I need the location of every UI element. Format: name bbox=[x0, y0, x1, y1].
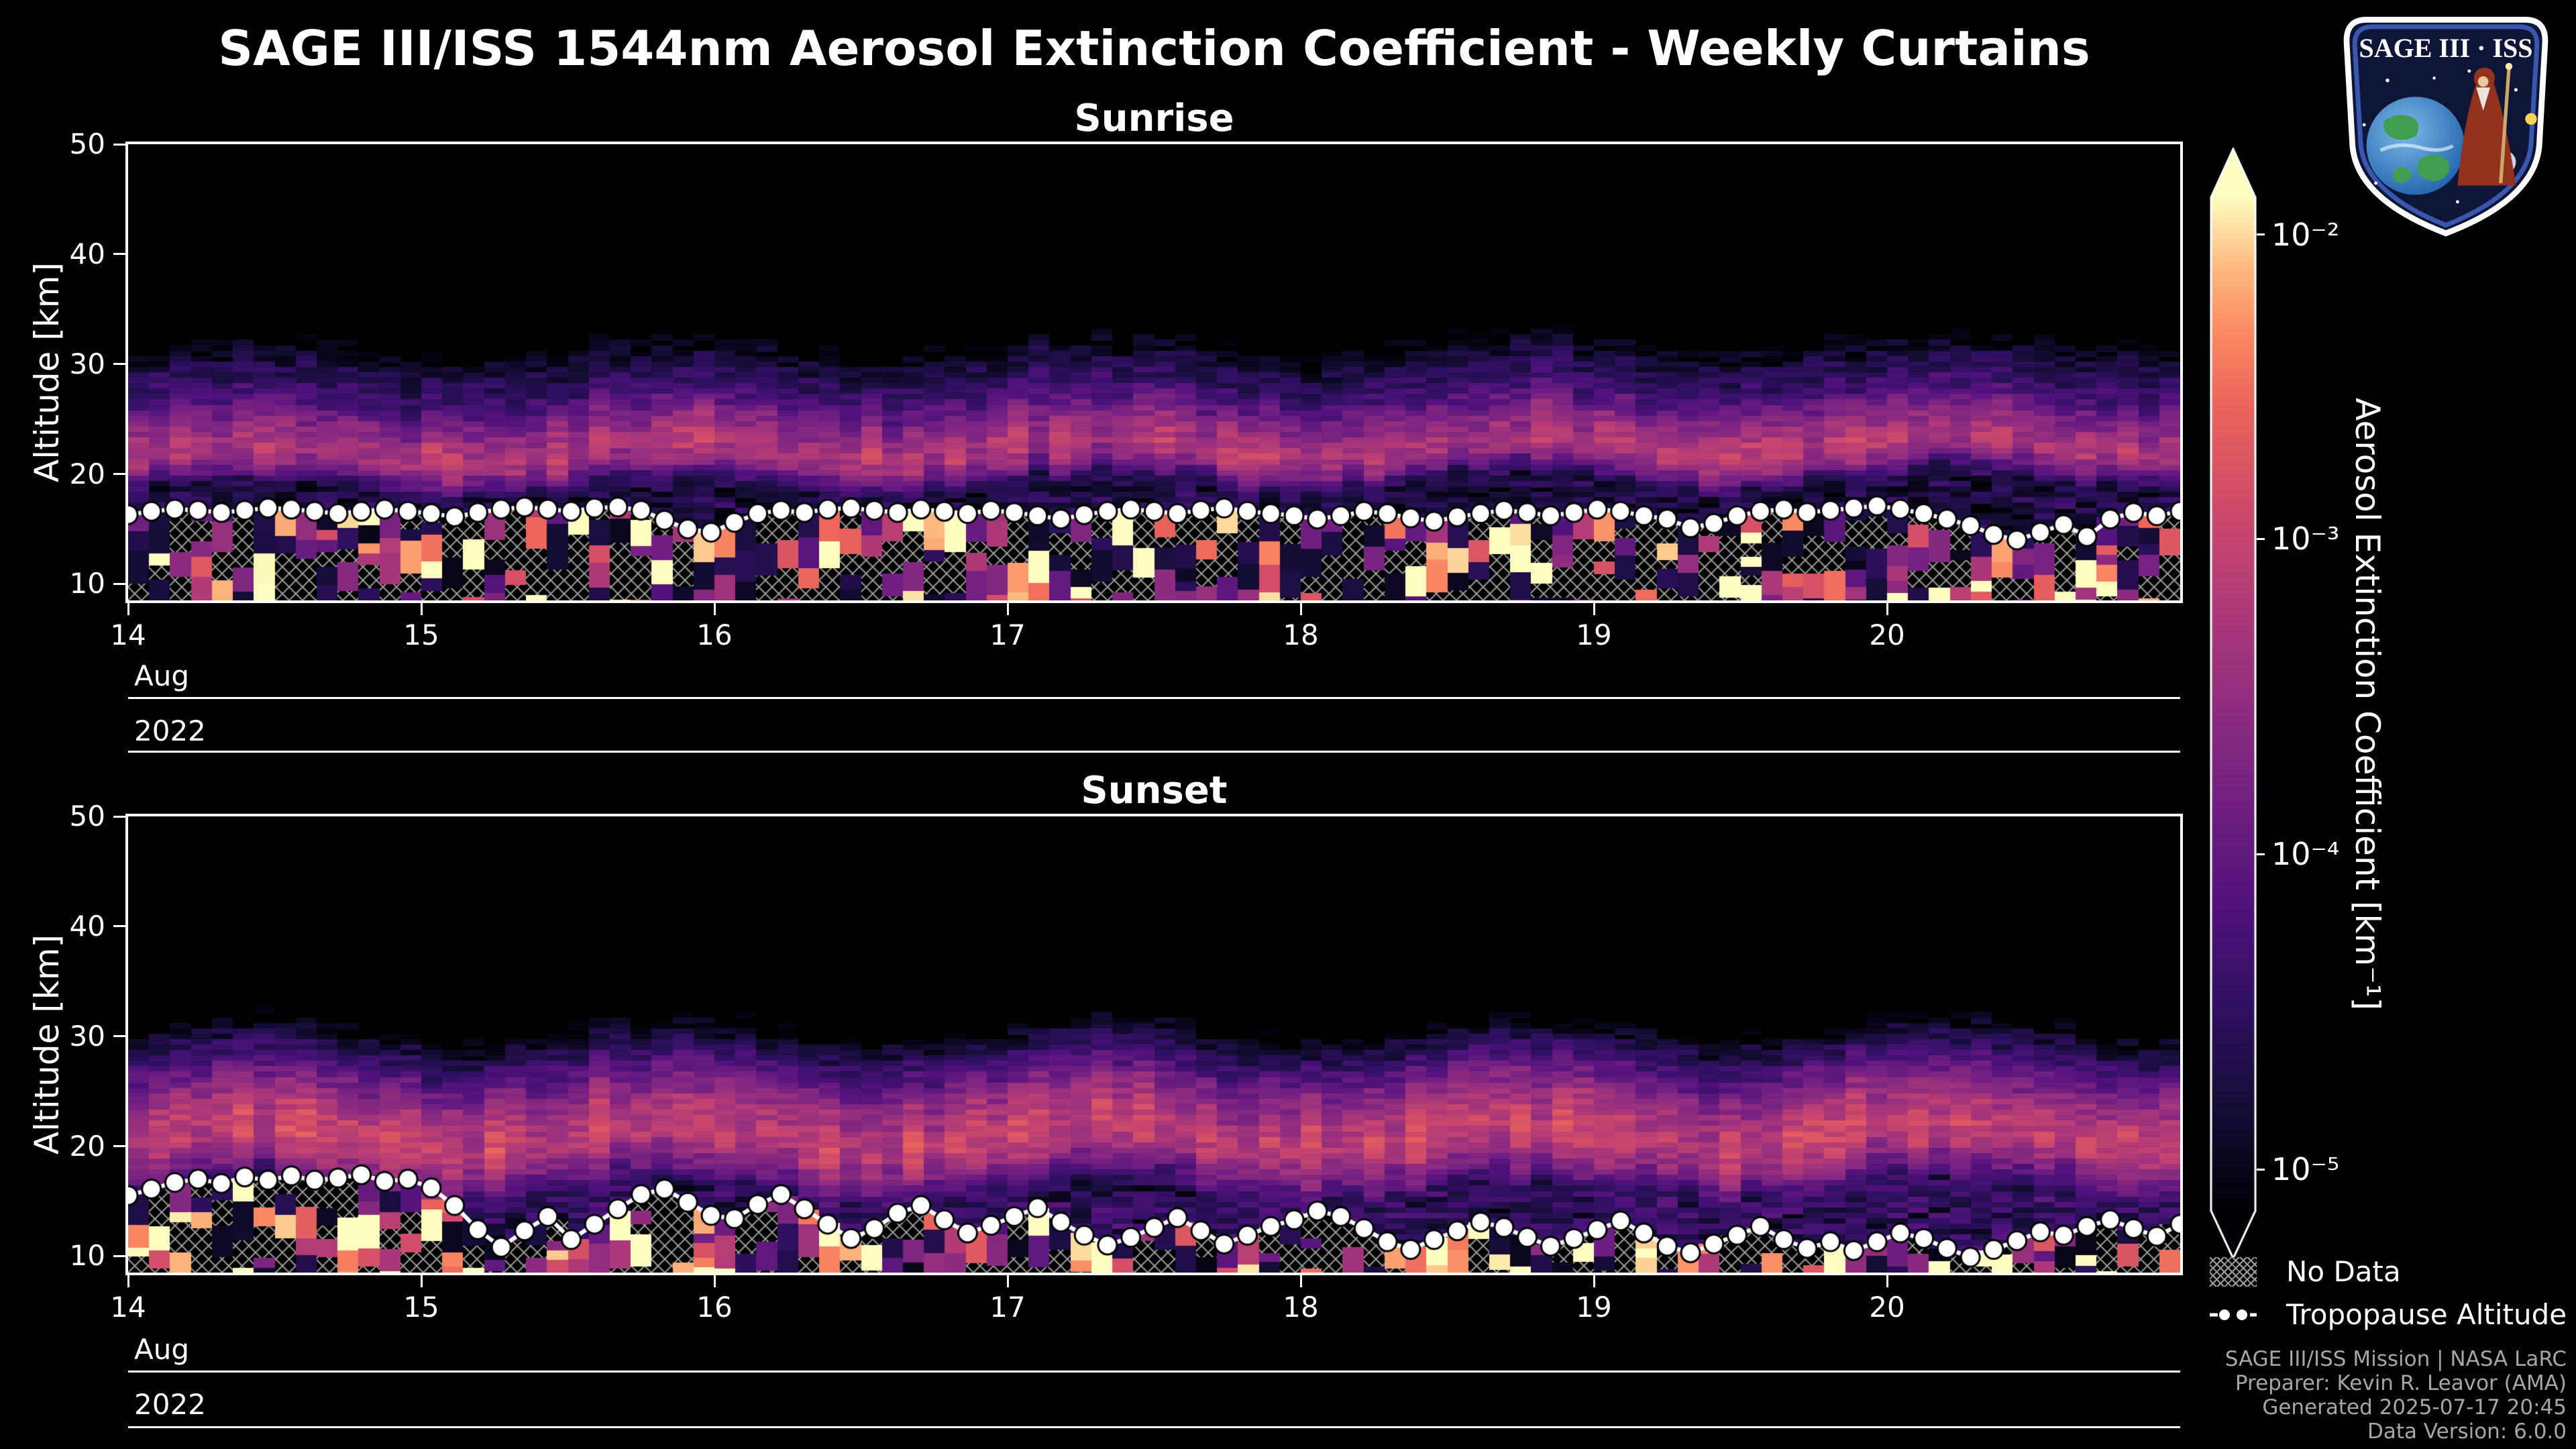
y-tick-label: 30 bbox=[69, 347, 105, 380]
x-tick bbox=[420, 1275, 423, 1287]
axis-separator-line bbox=[128, 1371, 2180, 1373]
y-tick bbox=[113, 253, 125, 256]
logo-earth-land bbox=[2383, 115, 2450, 183]
sunrise-year-label: 2022 bbox=[134, 714, 206, 747]
x-tick bbox=[1593, 1275, 1595, 1287]
x-tick bbox=[420, 603, 423, 615]
x-tick-label: 19 bbox=[1576, 1291, 1612, 1324]
axis-separator-line bbox=[128, 751, 2180, 753]
x-tick-label: 14 bbox=[110, 619, 146, 651]
x-tick-label: 16 bbox=[696, 619, 733, 651]
x-tick-label: 19 bbox=[1576, 619, 1612, 651]
x-tick bbox=[1886, 1275, 1888, 1287]
y-tick bbox=[113, 925, 125, 928]
axis-separator-line bbox=[128, 1426, 2180, 1428]
logo-earth-clouds bbox=[2379, 143, 2454, 152]
x-tick-label: 17 bbox=[989, 1291, 1026, 1324]
attribution-line: Generated 2025-07-17 20:45 bbox=[2262, 1395, 2567, 1419]
tropopause-label: Tropopause Altitude bbox=[2286, 1298, 2567, 1331]
x-tick bbox=[1299, 603, 1302, 615]
sunrise-plot-area bbox=[125, 142, 2183, 603]
y-tick-label: 30 bbox=[69, 1019, 105, 1053]
sunrise-heatmap-canvas bbox=[128, 144, 2180, 600]
sunrise-title: Sunrise bbox=[1074, 97, 1234, 140]
y-tick-label: 10 bbox=[69, 567, 105, 600]
x-tick-label: 14 bbox=[110, 1291, 146, 1324]
y-tick-label: 10 bbox=[69, 1239, 105, 1273]
logo-wizard bbox=[2457, 62, 2516, 186]
no-data-label: No Data bbox=[2286, 1255, 2401, 1288]
colorbar-axis-label: Aerosol Extinction Coefficient [km⁻¹] bbox=[2348, 397, 2387, 1011]
sunset-heatmap-canvas bbox=[128, 816, 2180, 1273]
logo-inner-ring bbox=[2352, 24, 2540, 228]
x-tick bbox=[1299, 1275, 1302, 1287]
x-tick bbox=[1886, 603, 1888, 615]
attribution: SAGE III/ISS Mission | NASA LaRC Prepare… bbox=[2225, 1347, 2567, 1444]
x-tick-label: 18 bbox=[1283, 619, 1319, 651]
x-tick-label: 17 bbox=[989, 619, 1026, 651]
x-tick bbox=[713, 603, 716, 615]
colorbar-tick-label: 10⁻⁵ bbox=[2271, 1151, 2340, 1188]
no-data-swatch bbox=[2210, 1257, 2257, 1287]
y-tick bbox=[113, 815, 125, 818]
sunrise-month-label: Aug bbox=[134, 659, 190, 692]
x-tick-label: 18 bbox=[1283, 1291, 1319, 1324]
x-tick-label: 16 bbox=[696, 1291, 733, 1324]
colorbar-tick-label: 10⁻⁴ bbox=[2271, 836, 2340, 873]
x-tick-label: 15 bbox=[403, 619, 439, 651]
y-tick-label: 50 bbox=[69, 800, 105, 833]
colorbar-tick bbox=[2257, 233, 2265, 236]
y-tick-label: 50 bbox=[69, 127, 105, 160]
x-tick-label: 15 bbox=[403, 1291, 439, 1324]
figure-title: SAGE III/ISS 1544nm Aerosol Extinction C… bbox=[218, 20, 2090, 76]
colorbar-tick bbox=[2257, 1168, 2265, 1171]
logo-stars bbox=[2362, 69, 2518, 204]
y-tick bbox=[113, 473, 125, 476]
colorbar-tick-label: 10⁻² bbox=[2271, 216, 2340, 253]
y-tick bbox=[113, 1035, 125, 1038]
colorbar-tick bbox=[2257, 853, 2265, 855]
sunset-year-label: 2022 bbox=[134, 1388, 206, 1421]
x-tick bbox=[1006, 1275, 1009, 1287]
y-tick bbox=[113, 1254, 125, 1257]
sunset-month-label: Aug bbox=[134, 1333, 190, 1366]
y-tick bbox=[113, 363, 125, 366]
colorbar-tick-label: 10⁻³ bbox=[2271, 521, 2340, 557]
attribution-line: Preparer: Kevin R. Leavor (AMA) bbox=[2235, 1371, 2567, 1395]
attribution-line: Data Version: 6.0.0 bbox=[2367, 1419, 2567, 1444]
x-tick bbox=[1006, 603, 1009, 615]
tropopause-legend-marker bbox=[2210, 1308, 2257, 1322]
sage-iii-iss-logo: SAGE III · ISS bbox=[2343, 17, 2548, 237]
logo-sun bbox=[2525, 113, 2537, 125]
y-tick bbox=[113, 143, 125, 146]
y-tick-label: 20 bbox=[69, 457, 105, 490]
x-tick bbox=[713, 1275, 716, 1287]
y-tick bbox=[113, 1145, 125, 1148]
x-tick bbox=[1593, 603, 1595, 615]
colorbar bbox=[2210, 148, 2257, 1260]
sunset-title: Sunset bbox=[1081, 769, 1228, 812]
attribution-line: SAGE III/ISS Mission | NASA LaRC bbox=[2224, 1347, 2567, 1371]
colorbar-tick bbox=[2257, 537, 2265, 540]
x-tick bbox=[127, 1275, 129, 1287]
logo-title: SAGE III · ISS bbox=[2359, 33, 2532, 63]
y-tick-label: 40 bbox=[69, 909, 105, 943]
sunset-plot-area bbox=[125, 814, 2183, 1275]
y-tick bbox=[113, 582, 125, 585]
axis-separator-line bbox=[128, 697, 2180, 699]
y-tick-label: 40 bbox=[69, 237, 105, 270]
x-tick-label: 20 bbox=[1869, 1291, 1905, 1324]
y-tick-label: 20 bbox=[69, 1129, 105, 1163]
x-tick bbox=[127, 603, 129, 615]
x-tick-label: 20 bbox=[1869, 619, 1905, 651]
